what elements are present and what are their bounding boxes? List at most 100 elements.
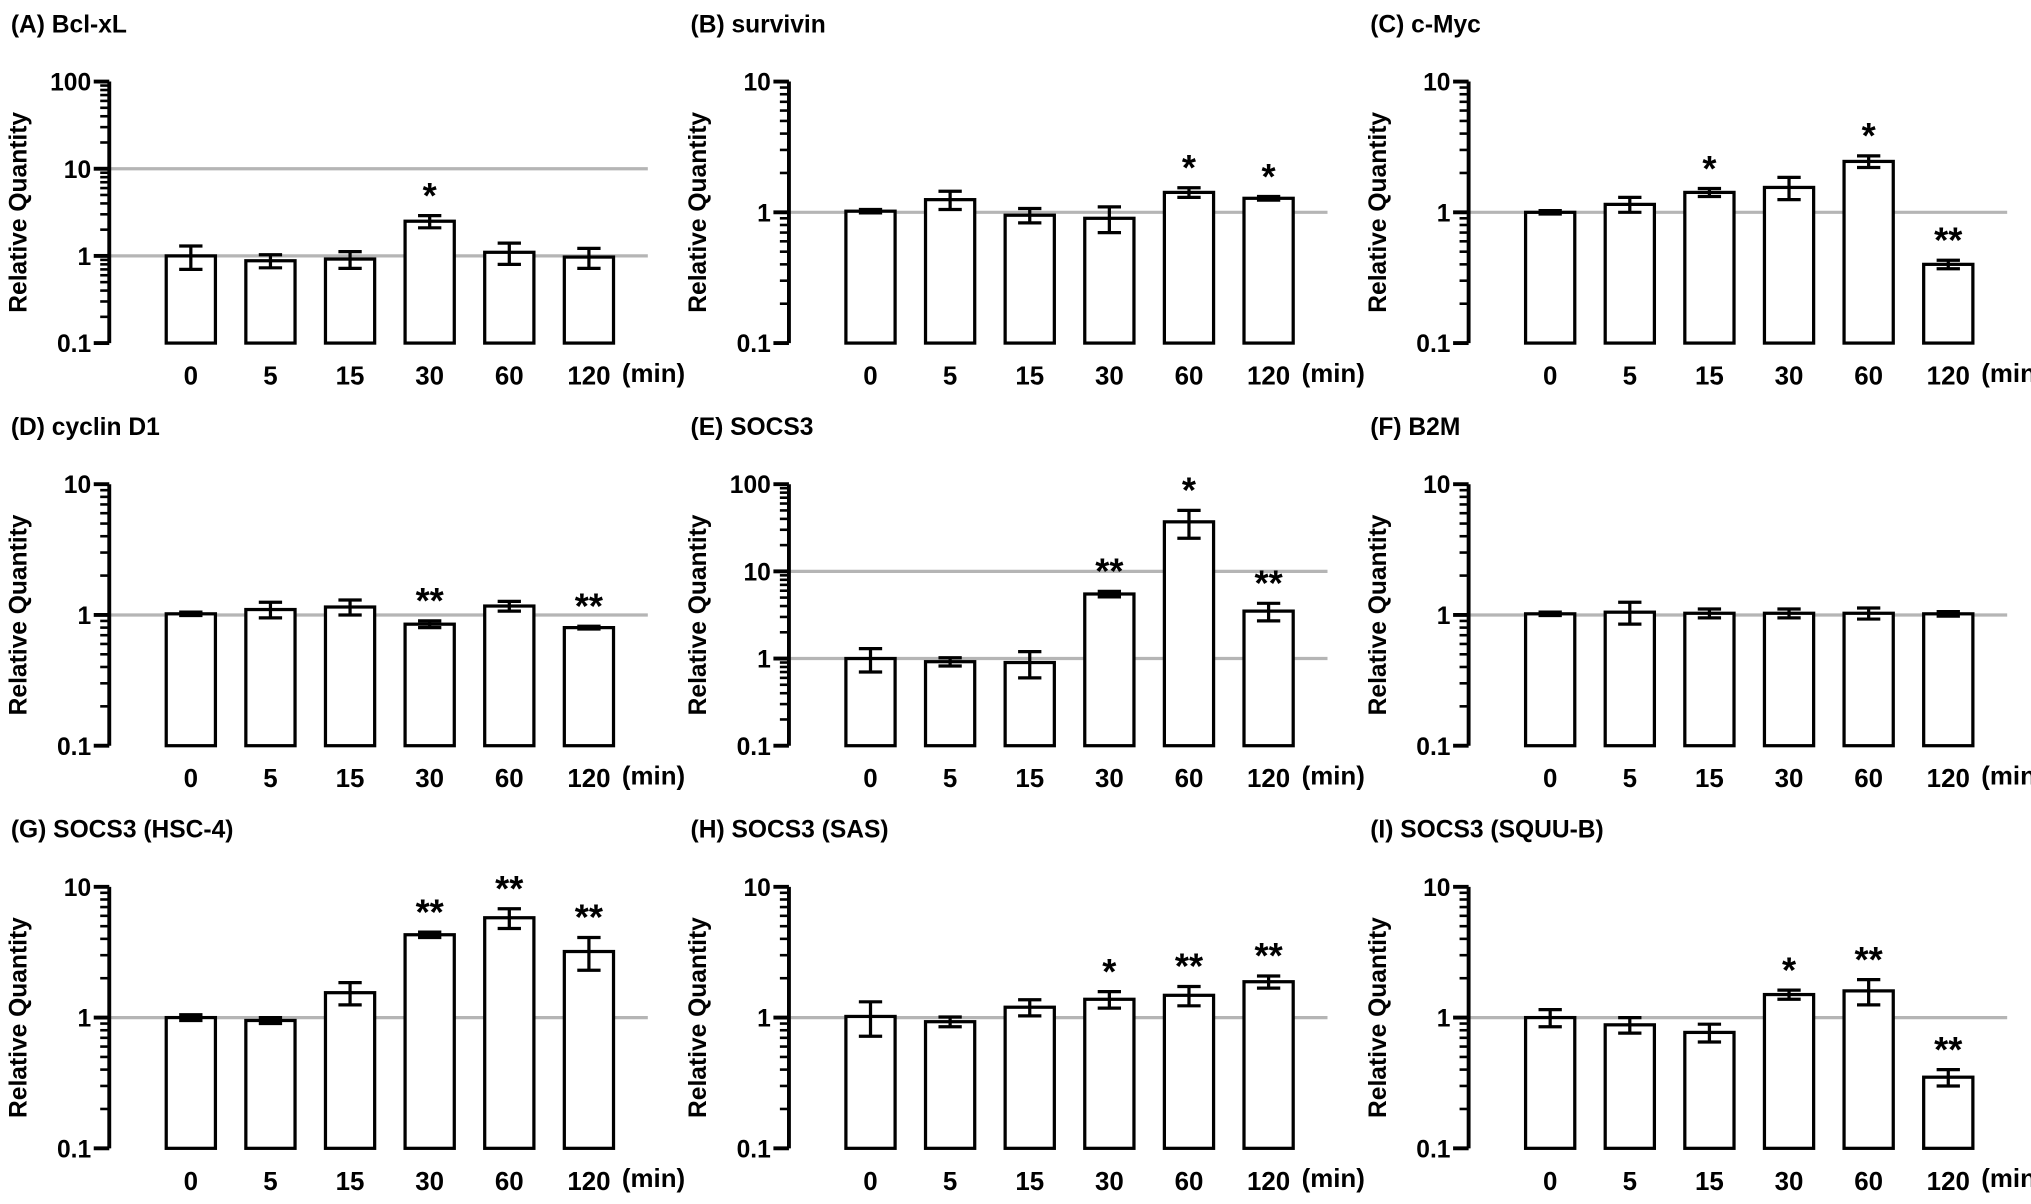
y-axis-label: Relative Quantity [5, 112, 32, 313]
x-tick-label: 30 [1095, 765, 1124, 793]
x-tick-label: 120 [1247, 765, 1290, 793]
x-tick-label: 60 [1175, 765, 1204, 793]
y-axis-label: Relative Quantity [1365, 112, 1392, 313]
x-tick-label: 15 [1695, 1168, 1724, 1196]
bar [1762, 185, 1816, 345]
bar [1603, 202, 1657, 345]
y-tick-label: 10 [64, 157, 91, 184]
y-tick-label: 1 [1437, 603, 1451, 630]
bar [1242, 609, 1295, 748]
x-tick-label: 60 [495, 1168, 524, 1196]
x-tick-label: 60 [495, 765, 524, 793]
significance-marker: * [1182, 470, 1197, 511]
x-tick-label: 120 [1247, 363, 1290, 391]
panel-title: (H) SOCS3 (SAS) [691, 817, 889, 844]
y-tick-label: 0.1 [57, 734, 91, 761]
y-tick-label: 10 [64, 472, 91, 499]
x-tick-label: 0 [184, 363, 198, 391]
bar [1683, 190, 1736, 345]
panel-title: (A) Bcl-xL [11, 11, 127, 38]
y-tick-label: 1 [77, 1006, 91, 1033]
bar [1922, 262, 1975, 345]
panel-B: (B) survivin 0.1 1 10 Relative Quantity 0 5 15 3… [685, 11, 1365, 390]
x-tick-label: 60 [1854, 765, 1883, 793]
significance-marker: ** [1934, 219, 1963, 260]
significance-marker: ** [1175, 946, 1204, 987]
y-tick-label: 10 [64, 875, 91, 902]
x-tick-label: 120 [1927, 765, 1970, 793]
y-tick-label: 1 [757, 200, 771, 227]
y-tick-label: 0.1 [1416, 734, 1450, 761]
panel-G: (G) SOCS3 (HSC-4) 0.1 1 10 Relative Quantity… [5, 817, 685, 1196]
y-axis-label: Relative Quantity [1365, 514, 1392, 715]
x-tick-label: 30 [415, 363, 444, 391]
y-axis-label: Relative Quantity [685, 514, 712, 715]
x-tick-label: 30 [1775, 765, 1804, 793]
bar [1523, 1015, 1577, 1150]
significance-marker: ** [416, 580, 445, 621]
significance-marker: ** [1254, 935, 1283, 976]
x-unit-label: (min) [1981, 763, 2031, 791]
x-tick-label: 30 [1775, 1168, 1804, 1196]
x-tick-label: 0 [1543, 1168, 1557, 1196]
bar [1162, 190, 1216, 345]
bar [923, 198, 977, 345]
bar [244, 607, 297, 748]
bar [323, 605, 377, 748]
x-unit-label: (min) [1302, 1165, 1365, 1193]
bar [1083, 997, 1136, 1150]
x-tick-label: 60 [1175, 363, 1204, 391]
y-tick-label: 1 [757, 647, 771, 674]
bar [1922, 1075, 1975, 1150]
y-axis-label: Relative Quantity [5, 917, 32, 1118]
significance-marker: ** [1855, 939, 1884, 980]
bar [1683, 611, 1736, 748]
bar [923, 1020, 977, 1150]
x-tick-label: 30 [1095, 363, 1124, 391]
x-tick-label: 30 [415, 1168, 444, 1196]
bar [1162, 520, 1216, 748]
bar [844, 209, 897, 345]
significance-marker: * [423, 175, 438, 216]
x-unit-label: (min) [622, 1165, 685, 1193]
y-axis-label: Relative Quantity [1365, 917, 1392, 1118]
y-tick-label: 0.1 [1416, 1136, 1450, 1163]
bar [403, 933, 456, 1150]
bar [323, 991, 377, 1150]
x-tick-label: 15 [1015, 765, 1044, 793]
bar [1683, 1030, 1736, 1150]
x-tick-label: 0 [184, 765, 198, 793]
y-tick-label: 0.1 [1416, 331, 1450, 358]
x-tick-label: 0 [1543, 765, 1557, 793]
x-tick-label: 5 [943, 363, 957, 391]
x-tick-label: 0 [184, 1168, 198, 1196]
x-tick-label: 5 [943, 765, 957, 793]
bar [844, 1014, 897, 1150]
x-tick-label: 5 [1623, 765, 1637, 793]
bar [1242, 980, 1295, 1150]
y-tick-label: 10 [743, 875, 770, 902]
panel-title: (D) cyclin D1 [11, 414, 160, 441]
bar [923, 660, 977, 748]
panel-C: (C) c-Myc 0.1 1 10 Relative Quantity 0 5 * 15 30 *… [1365, 11, 2031, 390]
x-tick-label: 120 [567, 765, 610, 793]
significance-marker: ** [575, 585, 604, 626]
significance-marker: * [1702, 148, 1717, 189]
bar [244, 259, 297, 345]
y-tick-label: 1 [77, 244, 91, 271]
bar [483, 916, 536, 1150]
y-tick-label: 0.1 [737, 1136, 771, 1163]
x-tick-label: 15 [336, 765, 365, 793]
bar [1842, 159, 1895, 345]
bar [1003, 213, 1056, 345]
bar [403, 622, 456, 748]
panel-title: (I) SOCS3 (SQUU-B) [1370, 817, 1604, 844]
bar [1083, 216, 1136, 345]
y-tick-label: 1 [757, 1006, 771, 1033]
x-unit-label: (min) [622, 360, 685, 388]
significance-marker: * [1782, 949, 1797, 990]
y-tick-label: 1 [77, 603, 91, 630]
x-tick-label: 60 [1854, 1168, 1883, 1196]
x-tick-label: 15 [1015, 1168, 1044, 1196]
x-tick-label: 15 [1695, 363, 1724, 391]
